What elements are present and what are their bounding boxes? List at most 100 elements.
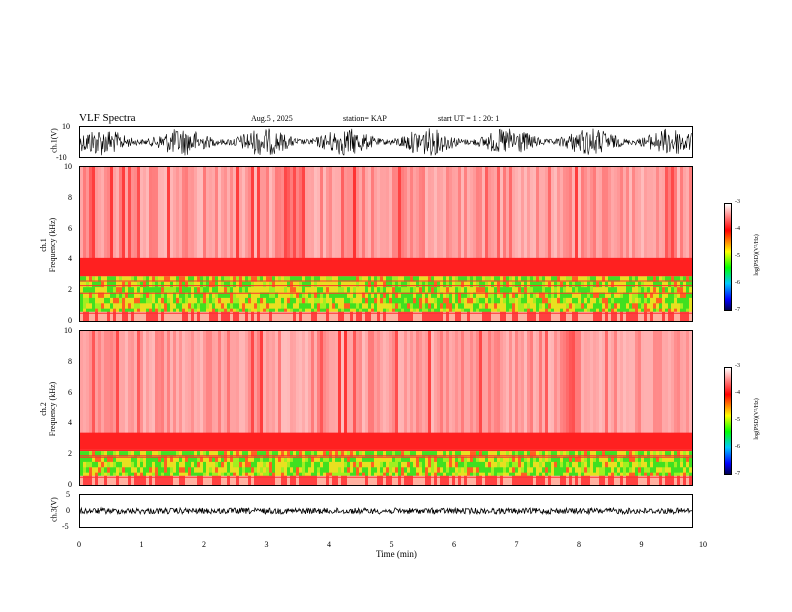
ch1-spectrogram-cell bbox=[224, 303, 227, 309]
ch2-spectrogram-cell bbox=[125, 456, 128, 463]
ch2-spectrogram-cell bbox=[485, 331, 488, 435]
ch2-spectrogram-cell bbox=[551, 461, 554, 468]
ch1-spectrogram-cell bbox=[344, 167, 347, 260]
ch1-spectrogram-cell bbox=[410, 303, 413, 309]
ch2-spectrogram-cell bbox=[560, 432, 563, 452]
ch2-spectrogram-cell bbox=[602, 451, 605, 457]
ch1-spectrogram-cell bbox=[413, 281, 416, 288]
ch1-spectrogram-cell bbox=[374, 297, 377, 304]
ch2-spectrogram-cell bbox=[191, 456, 194, 463]
ch1-spectrogram-cell bbox=[437, 311, 440, 321]
ch1-spectrogram-cell bbox=[395, 281, 398, 288]
ch2-spectrogram-cell bbox=[554, 432, 557, 452]
ch2-spectrogram-cell bbox=[338, 432, 341, 452]
ch1-spectrogram-cell bbox=[632, 311, 635, 321]
ch2-spectrogram-cell bbox=[374, 451, 377, 457]
ch2-spectrogram-cell bbox=[149, 451, 152, 457]
ch1-spectrogram-cell bbox=[602, 276, 605, 283]
ch1-spectrogram-cell bbox=[344, 297, 347, 304]
ch1-spectrogram-cell bbox=[203, 292, 206, 299]
ch2-spectrogram-cell bbox=[107, 331, 110, 435]
ch1-spectrogram-cell bbox=[86, 303, 89, 309]
ch1-spectrogram-cell bbox=[206, 281, 209, 288]
ch1-spectrogram-cell bbox=[404, 276, 407, 283]
ch2-spectrogram-cell bbox=[506, 467, 509, 473]
ch1-spectrogram-cell bbox=[266, 276, 269, 283]
ch2-spectrogram-cell bbox=[203, 461, 206, 468]
ch1-spectrogram-cell bbox=[326, 297, 329, 304]
ch2-spectrogram-cell bbox=[287, 456, 290, 463]
ch2-spectrogram-cell bbox=[533, 475, 536, 485]
ch1-spectrogram-cell bbox=[554, 308, 557, 315]
ch1-spectrogram-cell bbox=[248, 303, 251, 309]
ch2-spectrogram-cell bbox=[467, 461, 470, 468]
ch2-spectrogram-cell bbox=[560, 475, 563, 485]
ch2-spectrogram-cell bbox=[473, 331, 476, 435]
ch1-spectrogram-cell bbox=[143, 292, 146, 299]
ch1-spectrogram-cell bbox=[248, 276, 251, 283]
ch2-spectrogram-cell bbox=[203, 451, 206, 457]
ch1-spectrogram-cell bbox=[596, 311, 599, 321]
ch2-spectrogram-cell bbox=[560, 456, 563, 463]
ch1-spectrogram-cell bbox=[674, 308, 677, 315]
ch2-spectrogram-cell bbox=[512, 472, 515, 479]
ch2-spectrogram-cell bbox=[272, 451, 275, 457]
ch2-spec-ytick: 10 bbox=[64, 326, 72, 335]
ch2-spectrogram-cell bbox=[479, 475, 482, 485]
ch2-spectrogram-cell bbox=[272, 456, 275, 463]
ch2-spectrogram-cell bbox=[170, 467, 173, 473]
ch2-spectrogram-cell bbox=[83, 461, 86, 468]
ch2-spectrogram-cell bbox=[515, 432, 518, 452]
ch1-spectrogram-cell bbox=[611, 281, 614, 288]
ch2-spectrogram-cell bbox=[335, 456, 338, 463]
ch1-spectrogram-cell bbox=[179, 287, 182, 293]
ch1-spectrogram-cell bbox=[92, 297, 95, 304]
ch1-spectrogram-cell bbox=[185, 308, 188, 315]
ch2-spectrogram-cell bbox=[155, 467, 158, 473]
ch1-spectrogram-cell bbox=[320, 276, 323, 283]
ch1-spectrogram-cell bbox=[137, 287, 140, 293]
ch1-spectrogram-cell bbox=[569, 167, 572, 260]
ch2-spectrogram-cell bbox=[680, 456, 683, 463]
ch1-spectrogram-cell bbox=[155, 257, 158, 277]
ch2-spectrogram-cell bbox=[197, 467, 200, 473]
ch2-spectrogram-cell bbox=[443, 331, 446, 435]
ch1-spectrogram-cell bbox=[497, 257, 500, 277]
ch2-spectrogram-cell bbox=[173, 467, 176, 473]
ch2-spectrogram-cell bbox=[572, 475, 575, 485]
ch2-spectrogram-cell bbox=[191, 331, 194, 435]
ch1-spectrogram-cell bbox=[299, 297, 302, 304]
ch2-spectrogram-cell bbox=[323, 475, 326, 485]
ch1-spectrogram-cell bbox=[479, 292, 482, 299]
ch1-spectrogram-cell bbox=[518, 292, 521, 299]
ch2-spectrogram-cell bbox=[488, 472, 491, 479]
ch2-spectrogram-cell bbox=[308, 461, 311, 468]
ch1-spectrogram-cell bbox=[380, 292, 383, 299]
ch1-spectrogram-cell bbox=[458, 281, 461, 288]
ch1-spectrogram-cell bbox=[542, 257, 545, 277]
ch1-spectrogram-cell bbox=[224, 287, 227, 293]
ch1-spectrogram-cell bbox=[419, 257, 422, 277]
ch1-spectrogram-cell bbox=[644, 281, 647, 288]
ch1-spectrogram-cell bbox=[194, 308, 197, 315]
ch2-spectrogram-cell bbox=[161, 432, 164, 452]
ch1-spectrogram-cell bbox=[290, 297, 293, 304]
ch2-spectrogram-cell bbox=[371, 461, 374, 468]
ch1-spectrogram-cell bbox=[125, 292, 128, 299]
ch1-spectrogram-cell bbox=[323, 167, 326, 260]
ch1-spectrogram-cell bbox=[455, 276, 458, 283]
ch2-spectrogram-cell bbox=[623, 472, 626, 479]
ch1-spectrogram-cell bbox=[623, 308, 626, 315]
ch2-spectrogram-cell bbox=[185, 461, 188, 468]
ch1-spectrogram-cell bbox=[374, 276, 377, 283]
ch1-spectrogram-cell bbox=[302, 297, 305, 304]
ch1-spectrogram-cell bbox=[536, 167, 539, 260]
ch1-spectrogram-cell bbox=[374, 167, 377, 260]
ch1-spectrogram-cell bbox=[500, 276, 503, 283]
ch2-spectrogram-cell bbox=[212, 461, 215, 468]
ch2-spec-ytick: 8 bbox=[68, 356, 72, 366]
ch1-spectrogram-cell bbox=[179, 311, 182, 321]
ch1-spectrogram-cell bbox=[515, 167, 518, 260]
ch1-spectrogram-cell bbox=[542, 167, 545, 260]
ch1-spectrogram-cell bbox=[623, 276, 626, 283]
